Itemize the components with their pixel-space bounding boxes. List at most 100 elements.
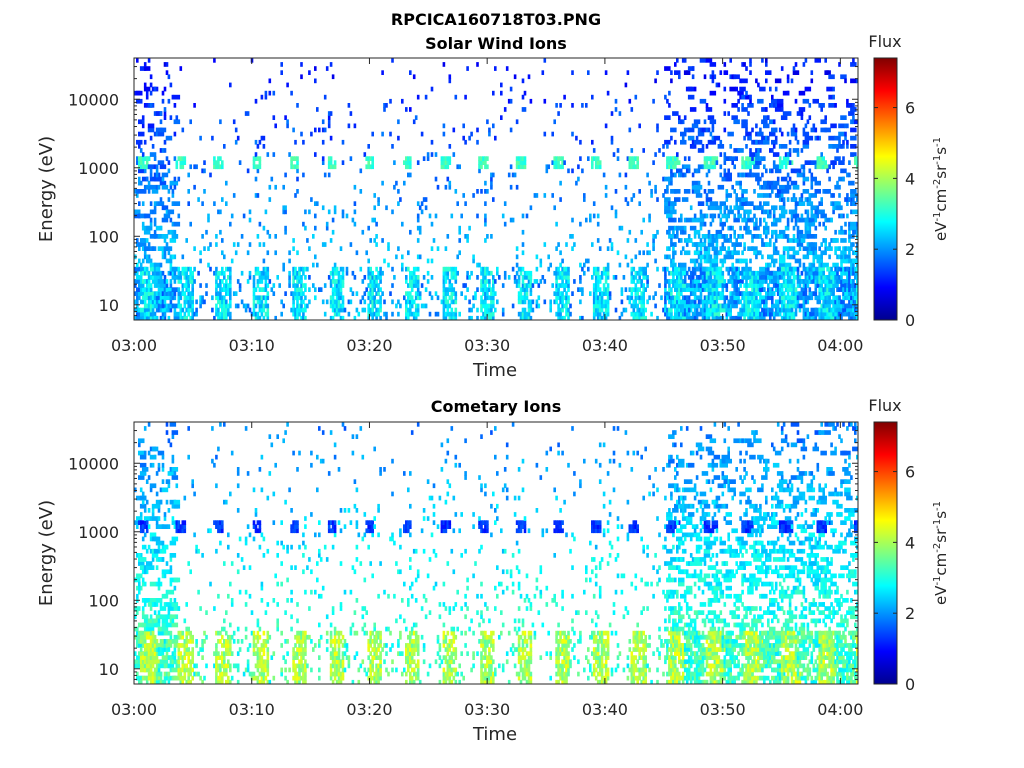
heatmap-cell bbox=[802, 127, 806, 133]
heatmap-cell bbox=[802, 283, 806, 288]
heatmap-cell bbox=[136, 626, 139, 632]
heatmap-cell bbox=[308, 246, 311, 251]
heatmap-cell bbox=[630, 287, 634, 292]
heatmap-cell bbox=[187, 426, 190, 431]
heatmap-cell bbox=[217, 291, 220, 296]
heatmap-cell bbox=[183, 270, 187, 276]
heatmap-cell bbox=[579, 279, 582, 284]
heatmap-cell bbox=[232, 119, 236, 125]
heatmap-cell bbox=[687, 287, 695, 292]
heatmap-cell bbox=[767, 180, 774, 186]
heatmap-cell bbox=[592, 315, 596, 320]
heatmap-cell bbox=[668, 217, 675, 223]
heatmap-cell bbox=[215, 279, 218, 284]
heatmap-cell bbox=[167, 209, 175, 215]
heatmap-cell bbox=[620, 225, 624, 231]
heatmap-cell bbox=[221, 655, 224, 660]
heatmap-cell bbox=[159, 299, 163, 305]
heatmap-cell bbox=[161, 270, 165, 276]
heatmap-cell bbox=[802, 254, 810, 260]
heatmap-cell bbox=[209, 172, 212, 178]
heatmap-cell bbox=[703, 160, 707, 165]
heatmap-cell bbox=[614, 213, 618, 219]
heatmap-cell bbox=[711, 135, 715, 141]
heatmap-cell bbox=[213, 201, 216, 206]
heatmap-cell bbox=[185, 630, 188, 636]
heatmap-cell bbox=[656, 70, 659, 75]
heatmap-cell bbox=[258, 307, 262, 313]
heatmap-cell bbox=[735, 275, 738, 280]
heatmap-cell bbox=[693, 229, 701, 235]
heatmap-cell bbox=[436, 246, 440, 251]
heatmap-cell bbox=[221, 520, 224, 525]
heatmap-cell bbox=[729, 238, 732, 243]
heatmap-cell bbox=[676, 295, 679, 301]
heatmap-cell bbox=[525, 213, 529, 219]
heatmap-cell bbox=[765, 262, 768, 268]
heatmap-cell bbox=[405, 266, 408, 272]
heatmap-cell bbox=[143, 516, 151, 521]
heatmap-cell bbox=[219, 524, 222, 529]
heatmap-cell bbox=[656, 266, 659, 272]
heatmap-cell bbox=[227, 307, 230, 313]
heatmap-cells bbox=[134, 58, 858, 320]
heatmap-cell bbox=[755, 221, 758, 227]
heatmap-cell bbox=[818, 266, 825, 272]
heatmap-cell bbox=[782, 266, 786, 272]
heatmap-cell bbox=[304, 307, 307, 313]
heatmap-cell bbox=[800, 287, 808, 292]
heatmap-cell bbox=[227, 283, 230, 288]
heatmap-cell bbox=[391, 299, 394, 305]
heatmap-cell bbox=[838, 176, 845, 182]
heatmap-cell bbox=[468, 315, 471, 320]
heatmap-cell bbox=[749, 258, 752, 264]
heatmap-cell bbox=[810, 70, 814, 75]
heatmap-cell bbox=[826, 246, 833, 251]
heatmap-cell bbox=[828, 266, 831, 272]
heatmap-cell bbox=[468, 275, 471, 280]
heatmap-cell bbox=[153, 634, 157, 640]
heatmap-cell bbox=[181, 655, 185, 660]
heatmap-cell bbox=[138, 168, 145, 174]
heatmap-cell bbox=[329, 156, 333, 161]
heatmap-cell bbox=[796, 270, 800, 276]
heatmap-cell bbox=[138, 176, 141, 182]
heatmap-cell bbox=[810, 307, 817, 313]
heatmap-cell bbox=[327, 156, 331, 161]
heatmap-cell bbox=[806, 225, 810, 231]
heatmap-cell bbox=[258, 303, 262, 309]
heatmap-cell bbox=[759, 303, 762, 309]
heatmap-cell bbox=[193, 266, 196, 272]
heatmap-cell bbox=[472, 254, 475, 260]
heatmap-cell bbox=[604, 287, 608, 292]
heatmap-cell bbox=[648, 213, 651, 219]
heatmap-cell bbox=[850, 266, 853, 272]
heatmap-cell bbox=[138, 643, 145, 648]
heatmap-cell bbox=[521, 213, 525, 219]
heatmap-cell bbox=[169, 246, 173, 251]
heatmap-cell bbox=[480, 160, 483, 165]
heatmap-cell bbox=[155, 622, 159, 628]
heatmap-cell bbox=[284, 291, 287, 296]
heatmap-cell bbox=[442, 62, 446, 67]
heatmap-cell bbox=[559, 270, 562, 276]
heatmap-cell bbox=[537, 295, 541, 301]
heatmap-cell bbox=[252, 287, 256, 292]
heatmap-cell bbox=[151, 189, 159, 194]
heatmap-cell bbox=[772, 250, 780, 256]
heatmap-cell bbox=[715, 160, 719, 165]
heatmap-cell bbox=[666, 295, 669, 301]
heatmap-cell bbox=[314, 78, 317, 84]
heatmap-cell bbox=[753, 250, 760, 256]
heatmap-cell bbox=[705, 197, 713, 202]
heatmap-cell bbox=[725, 287, 729, 292]
heatmap-cell bbox=[826, 295, 829, 301]
heatmap-cell bbox=[416, 283, 420, 288]
heatmap-cell bbox=[223, 311, 226, 317]
heatmap-cell bbox=[571, 246, 574, 251]
heatmap-cell bbox=[727, 176, 730, 182]
heatmap-cell bbox=[723, 279, 727, 284]
heatmap-cell bbox=[171, 651, 175, 656]
heatmap-cell bbox=[167, 630, 171, 636]
heatmap-cell bbox=[171, 287, 179, 292]
